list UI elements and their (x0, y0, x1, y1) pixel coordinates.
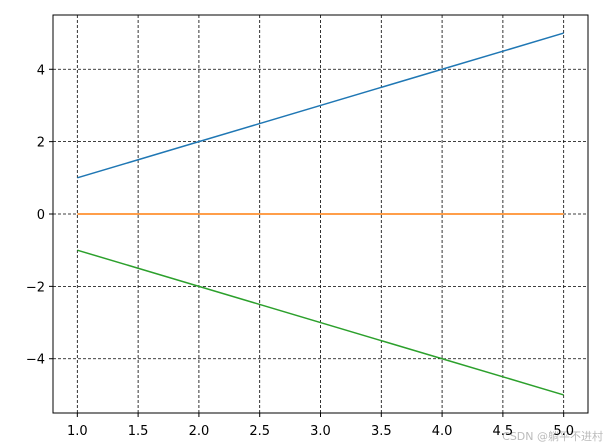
x-tick-label: 3.5 (371, 424, 392, 439)
x-tick-label: 4.5 (493, 424, 514, 439)
watermark: CSDN @躺平不进村 (502, 429, 603, 443)
x-tick-label: 4.0 (432, 424, 453, 439)
y-tick-label: 0 (37, 208, 45, 223)
x-tick-label: 5.0 (553, 424, 574, 439)
x-tick-label: 1.5 (128, 424, 149, 439)
plot-frame (52, 14, 589, 414)
line-series (77, 249, 564, 396)
y-tick-label: 4 (37, 63, 45, 78)
x-tick-label: 1.0 (67, 424, 88, 439)
y-tick-label: −2 (26, 280, 45, 295)
x-tick-label: 2.0 (189, 424, 210, 439)
y-tick-label: 2 (37, 136, 45, 151)
x-tick-label: 2.5 (249, 424, 270, 439)
x-tick-label: 3.0 (310, 424, 331, 439)
line-series (77, 32, 564, 179)
y-tick-label: −4 (26, 353, 45, 368)
